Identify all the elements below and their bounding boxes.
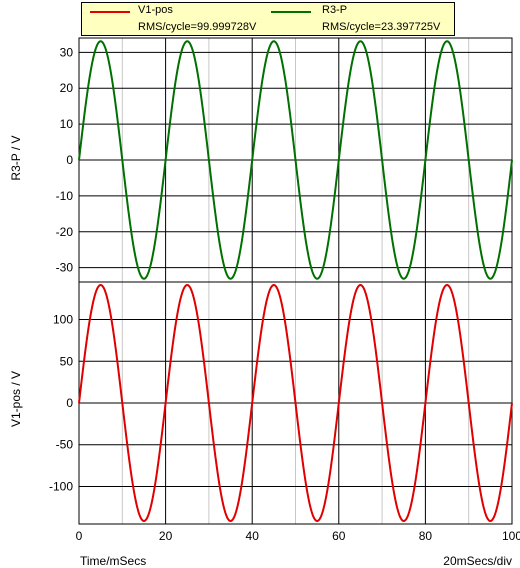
x-tick-label: 20	[159, 529, 173, 543]
x-tick-label: 0	[76, 529, 83, 543]
y-tick-label: -30	[56, 261, 74, 275]
y-tick-label: 10	[60, 117, 74, 131]
legend-box: V1-pos RMS/cycle=99.999728V R3-P RMS/cyc…	[81, 2, 455, 36]
y-tick-label: 100	[53, 313, 73, 327]
x-axis-label: Time/mSecs	[80, 554, 147, 568]
y-tick-label: 0	[66, 396, 73, 410]
y-tick-label: 50	[60, 354, 74, 368]
legend-label-r3-p: R3-P	[322, 4, 348, 16]
r3-p-panel: -30 -20 -10 0 10 20 30	[56, 37, 513, 283]
legend-stat-r3-p: RMS/cycle=23.397725V	[322, 21, 441, 33]
series-line-v1-pos	[78, 283, 513, 523]
y-tick-label: -20	[56, 225, 74, 239]
y-tick-label: -50	[56, 438, 74, 452]
legend-line-r3-p	[271, 11, 311, 13]
y-axis-label-v1-pos: V1-pos / V	[9, 370, 23, 428]
x-tick-label: 100	[502, 529, 520, 543]
y-axis-label-r3-p: R3-P / V	[9, 135, 23, 181]
x-tick-label: 40	[246, 529, 260, 543]
y-tick-label: 20	[60, 81, 74, 95]
x-tick-label: 60	[332, 529, 346, 543]
y-tick-label: 30	[60, 45, 74, 59]
legend-line-v1-pos	[90, 11, 130, 13]
y-tick-label: 0	[66, 153, 73, 167]
legend-label-v1-pos: V1-pos	[138, 4, 173, 16]
series-line-r3-p	[78, 40, 513, 280]
y-tick-label: -100	[49, 479, 73, 493]
v1-pos-panel: -100 -50 0 50 100 0 20 40 60 80 100	[49, 281, 520, 543]
legend-stat-v1-pos: RMS/cycle=99.999728V	[138, 21, 257, 33]
scale-label: 20mSecs/div	[443, 554, 512, 568]
y-tick-label: -10	[56, 189, 74, 203]
x-tick-label: 80	[419, 529, 433, 543]
